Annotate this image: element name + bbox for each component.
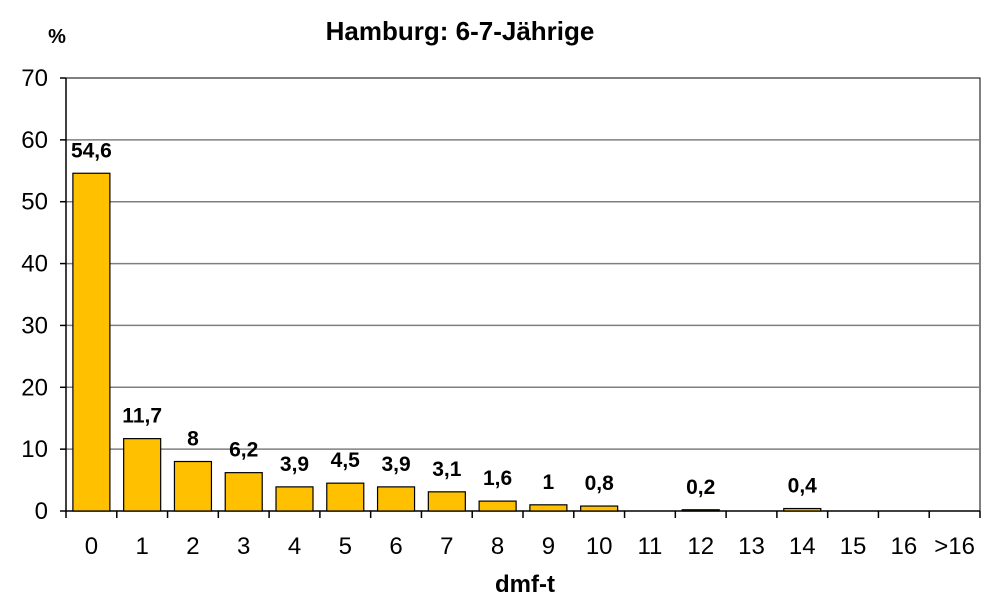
y-tick-label: 20 xyxy=(21,374,48,401)
data-label: 8 xyxy=(187,428,199,451)
data-label: 1,6 xyxy=(483,467,512,490)
x-tick-label: 1 xyxy=(135,533,148,560)
x-tick-label: 15 xyxy=(840,533,867,560)
plot-area: 0 10 20 30 40 50 60 70 54,6 0 11,7 1 8 2 6,2 3 3,9 4 4,5 5 3… xyxy=(21,65,981,560)
bar xyxy=(123,438,162,512)
bar xyxy=(783,507,822,512)
x-tick-label: 14 xyxy=(789,533,816,560)
x-tick-label: 0 xyxy=(85,533,98,560)
x-tick-label: 16 xyxy=(890,533,917,560)
data-label: 3,1 xyxy=(432,458,462,481)
x-tick-label: 6 xyxy=(389,533,402,560)
bar xyxy=(681,509,720,512)
bar xyxy=(376,486,416,512)
bar xyxy=(275,486,314,512)
x-tick-label: >16 xyxy=(934,533,975,560)
x-tick-label: 10 xyxy=(586,533,613,560)
x-tick-label: 12 xyxy=(687,533,714,560)
x-tick-label: 13 xyxy=(738,533,765,560)
plot-background xyxy=(65,77,981,512)
x-tick-label: 9 xyxy=(542,533,555,560)
y-tick-label: 40 xyxy=(21,251,48,278)
data-label: 3,9 xyxy=(280,453,309,476)
x-tick-label: 2 xyxy=(186,533,199,560)
x-tick-label: 4 xyxy=(288,533,301,560)
data-label: 11,7 xyxy=(122,405,162,428)
x-tick-label: 11 xyxy=(637,533,662,560)
bar xyxy=(224,472,263,512)
data-label: 0,8 xyxy=(585,472,615,495)
y-tick-label: 50 xyxy=(21,189,48,216)
data-label: 0,4 xyxy=(788,475,818,498)
y-tick-label: 60 xyxy=(21,127,48,154)
x-axis-title: dmf-t xyxy=(495,571,555,597)
y-axis-unit-label: % xyxy=(48,26,66,48)
bar xyxy=(173,460,213,512)
bar xyxy=(580,505,619,512)
y-tick-label: 0 xyxy=(35,498,48,525)
data-label: 54,6 xyxy=(71,139,112,162)
data-label: 1 xyxy=(543,471,555,494)
x-tick-label: 8 xyxy=(491,533,504,560)
chart-title: Hamburg: 6-7-Jährige xyxy=(326,16,595,46)
bar xyxy=(478,500,517,512)
x-tick-label: 7 xyxy=(440,533,453,560)
y-tick-label: 30 xyxy=(21,312,48,339)
data-label: 6,2 xyxy=(229,439,258,462)
bar xyxy=(72,172,111,512)
data-label: 0,2 xyxy=(686,476,715,499)
x-tick-label: 5 xyxy=(339,533,352,560)
data-label: 3,9 xyxy=(381,453,410,476)
data-label: 4,5 xyxy=(331,449,361,472)
y-tick-label: 10 xyxy=(21,436,48,463)
bar xyxy=(427,491,466,512)
bar xyxy=(529,504,568,512)
x-tick-label: 3 xyxy=(237,533,250,560)
bar xyxy=(326,482,365,512)
y-tick-label: 70 xyxy=(21,65,48,92)
